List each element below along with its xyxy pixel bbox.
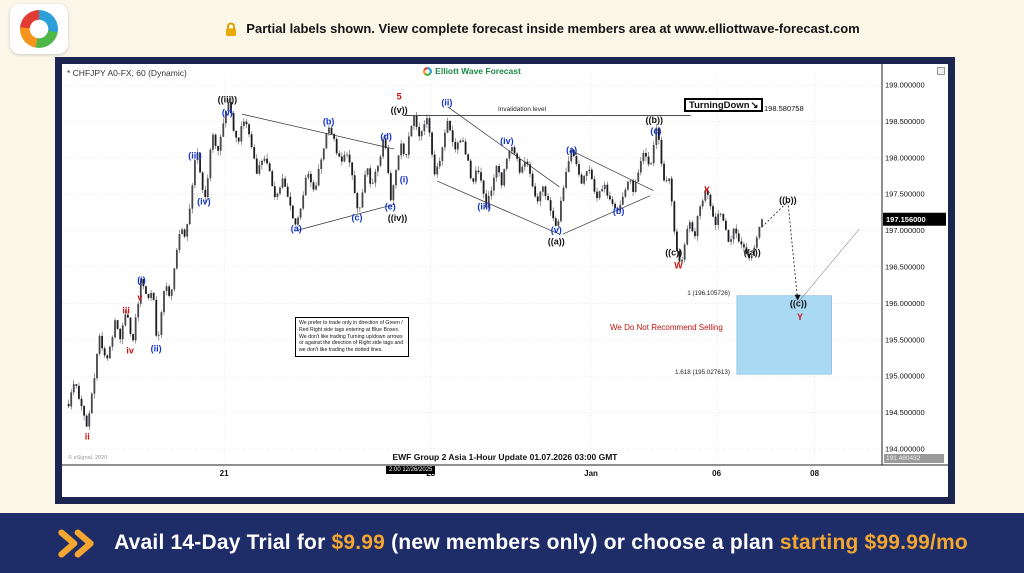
- svg-text:197.156000: 197.156000: [886, 215, 926, 224]
- axis-extra-badge: 191.480432: [884, 454, 944, 463]
- svg-text:198.500000: 198.500000: [885, 117, 925, 126]
- svg-text:(i): (i): [137, 275, 146, 285]
- svg-text:(iv): (iv): [197, 196, 211, 206]
- no-sell-note: We Do Not Recommend Selling: [610, 323, 723, 332]
- chart-window: 199.000000 198.500000 198.000000 197.500000…: [55, 57, 955, 504]
- turning-down-box: TurningDown↘: [684, 98, 764, 112]
- svg-text:ii: ii: [85, 432, 90, 442]
- svg-text:199.000000: 199.000000: [885, 81, 925, 90]
- svg-text:((v)): ((v)): [391, 105, 408, 115]
- svg-text:((b)): ((b)): [646, 115, 664, 125]
- svg-text:(a): (a): [291, 223, 302, 233]
- symbol-label: * CHFJPY A0-FX, 60 (Dynamic): [67, 68, 187, 78]
- svg-text:(ii): (ii): [441, 97, 452, 107]
- fib-target-1: 1 (196.105726): [687, 290, 730, 297]
- disclaimer-box: We prefer to trade only in direction of …: [295, 317, 409, 357]
- svg-text:196.500000: 196.500000: [885, 263, 925, 272]
- double-chevron-icon: [58, 528, 94, 558]
- svg-text:(v): (v): [551, 225, 562, 235]
- svg-text:(iii): (iii): [188, 151, 202, 161]
- svg-text:(i): (i): [400, 175, 409, 185]
- chart-svg[interactable]: 199.000000 198.500000 198.000000 197.500000…: [62, 64, 948, 497]
- time-cursor-badge: 2:00 12/26/2025: [386, 466, 436, 474]
- svg-text:iv: iv: [126, 346, 134, 356]
- svg-text:06: 06: [712, 469, 721, 478]
- svg-text:194.500000: 194.500000: [885, 408, 925, 417]
- svg-text:(b): (b): [613, 206, 625, 216]
- svg-text:(ii): (ii): [151, 344, 162, 354]
- svg-text:((iii)): ((iii)): [218, 95, 238, 105]
- svg-text:(c): (c): [650, 126, 661, 136]
- svg-text:08: 08: [810, 469, 819, 478]
- chart-maximize-icon[interactable]: [937, 67, 945, 75]
- svg-text:((b)): ((b)): [779, 195, 797, 205]
- top-banner-center: Partial labels shown. View complete fore…: [80, 0, 1004, 57]
- brand-badge: Elliott Wave Forecast: [62, 66, 882, 76]
- lock-icon: [226, 22, 237, 36]
- top-banner-text: Partial labels shown. View complete fore…: [246, 21, 860, 36]
- svg-text:v: v: [137, 293, 142, 303]
- offer-price: $9.99: [331, 531, 386, 554]
- trial-offer-text: Avail 14-Day Trial for $9.99 (new member…: [114, 531, 968, 555]
- svg-text:197.000000: 197.000000: [885, 226, 925, 235]
- svg-text:(iv): (iv): [500, 136, 514, 146]
- svg-text:W: W: [674, 261, 683, 271]
- svg-text:Jan: Jan: [584, 469, 598, 478]
- offer-pre: Avail 14-Day Trial for: [114, 531, 332, 554]
- svg-text:Y: Y: [797, 312, 803, 322]
- turning-down-arrow-icon: ↘: [750, 100, 759, 111]
- offer-mid: (new members only) or choose a plan: [385, 531, 780, 554]
- svg-text:(a): (a): [566, 145, 577, 155]
- chart-area: 199.000000 198.500000 198.000000 197.500000…: [62, 64, 948, 497]
- invalidation-price: 198.580758: [764, 104, 804, 113]
- svg-text:((c)): ((c)): [665, 247, 682, 257]
- svg-text:(e): (e): [385, 202, 396, 212]
- brand-name: Elliott Wave Forecast: [435, 66, 521, 76]
- svg-text:X: X: [704, 185, 710, 195]
- svg-text:196.000000: 196.000000: [885, 299, 925, 308]
- offer-highlight: starting $99.99/mo: [779, 531, 968, 554]
- svg-text:195.000000: 195.000000: [885, 372, 925, 381]
- svg-text:198.000000: 198.000000: [885, 153, 925, 162]
- bottom-banner[interactable]: Avail 14-Day Trial for $9.99 (new member…: [0, 513, 1024, 573]
- svg-text:(b): (b): [323, 116, 335, 126]
- top-banner: Partial labels shown. View complete fore…: [0, 0, 1024, 57]
- svg-text:195.500000: 195.500000: [885, 335, 925, 344]
- update-caption: EWF Group 2 Asia 1-Hour Update 01.07.202…: [392, 452, 618, 462]
- ewf-logo-swirl-icon: [20, 10, 58, 48]
- svg-text:21: 21: [220, 469, 229, 478]
- svg-text:((c)): ((c)): [790, 298, 807, 308]
- brand-logo-icon: [423, 66, 433, 76]
- svg-text:(d): (d): [380, 132, 392, 142]
- svg-text:((a)): ((a)): [744, 247, 761, 257]
- turning-down-label: TurningDown: [689, 100, 750, 111]
- svg-text:5: 5: [397, 92, 402, 102]
- svg-text:197.500000: 197.500000: [885, 190, 925, 199]
- invalidation-label: Invalidation level: [498, 106, 547, 113]
- fib-target-1618: 1.618 (195.027613): [675, 369, 730, 376]
- svg-text:194.000000: 194.000000: [885, 445, 925, 454]
- svg-text:(c): (c): [351, 212, 362, 222]
- svg-text:iii: iii: [122, 306, 130, 316]
- svg-text:((iv)): ((iv)): [388, 213, 408, 223]
- svg-text:((a)): ((a)): [548, 237, 565, 247]
- esignal-credit: © eSignal, 2020: [68, 455, 108, 461]
- svg-text:(v): (v): [222, 108, 233, 118]
- svg-text:(iii): (iii): [477, 202, 491, 212]
- ewf-logo: [10, 4, 68, 54]
